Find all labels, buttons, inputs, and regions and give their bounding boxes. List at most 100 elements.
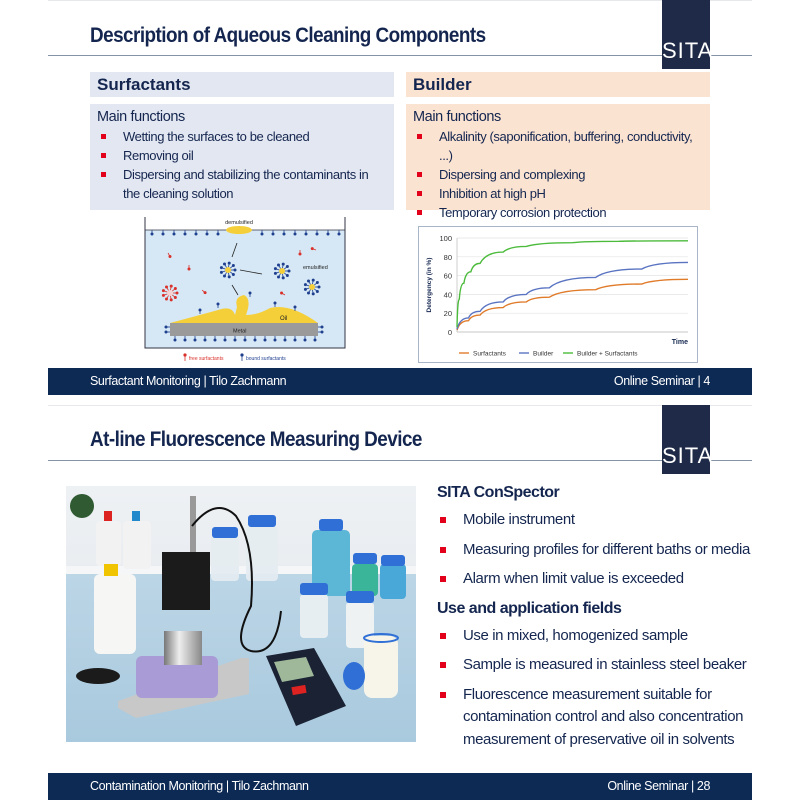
surfactant-head	[281, 262, 285, 266]
surfactant-head	[161, 293, 165, 297]
subheading: Main functions	[97, 109, 185, 125]
surfactant-head	[165, 285, 168, 289]
surfactant-head	[223, 338, 227, 342]
surfactant-head	[193, 338, 197, 342]
surfactant-head	[198, 308, 202, 312]
surfactant-head	[253, 338, 257, 342]
surfactant-head	[194, 232, 198, 236]
title-rule	[48, 460, 752, 461]
surfactant-head	[175, 291, 179, 295]
surfactant-head	[317, 285, 321, 289]
surfactant-molecules	[150, 230, 341, 342]
surfactant-head	[223, 274, 226, 278]
y-tick-label: 100	[439, 234, 452, 243]
surfactant-head	[281, 276, 285, 280]
surfactant-head	[303, 283, 307, 287]
surfactant-head	[183, 338, 187, 342]
surfactant-head	[216, 232, 220, 236]
surfactant-head	[231, 264, 235, 268]
bullet-item: Use in mixed, homogenized sample	[437, 625, 757, 648]
surfactant-head	[231, 272, 235, 276]
surfactant-head	[223, 262, 226, 266]
surfactant-head	[307, 291, 310, 295]
sita-logo: SITA	[662, 0, 712, 69]
x-axis-label: Time	[672, 339, 688, 346]
subheading: Main functions	[413, 109, 501, 125]
bullet-item: Alarm when limit value is exceeded	[437, 568, 757, 591]
surfactant-head	[260, 232, 264, 236]
surfactant-head	[280, 291, 284, 295]
bullet-item: Dispersing and complexing	[413, 165, 703, 184]
slide-footer: Surfactant Monitoring | Tilo Zachmann On…	[48, 368, 752, 395]
surfactant-head	[233, 338, 237, 342]
surfactant-diagram: demulsified emulsified Oil Metal free su…	[144, 217, 346, 362]
section-heading: SITA ConSpector	[437, 484, 560, 501]
footer-left: Surfactant Monitoring | Tilo Zachmann	[90, 374, 287, 388]
surfactant-head	[293, 338, 297, 342]
surfactant-head	[168, 254, 172, 258]
surfactant-head	[243, 338, 247, 342]
surfactant-head	[219, 270, 223, 274]
bullet-item: Temporary corrosion protection	[413, 203, 703, 222]
surfactant-head	[304, 232, 308, 236]
surfactants-heading: Surfactants	[90, 72, 394, 97]
surfactant-head	[150, 232, 154, 236]
surfactant-head	[164, 330, 168, 334]
tank-wall	[144, 217, 346, 349]
surfactant-head	[282, 232, 286, 236]
legend-bound-surfactants: bound surfactants	[246, 356, 286, 362]
surfactant-head	[203, 338, 207, 342]
bullet-item: Alkalinity (saponification, buffering, c…	[413, 127, 703, 165]
surfactant-head	[311, 278, 315, 282]
footer-right: Online Seminar | 28	[607, 779, 710, 793]
surfactant-head	[273, 338, 277, 342]
surfactant-head	[273, 267, 277, 271]
section-heading: Use and application fields	[437, 599, 622, 617]
bullet-item: Inhibition at high pH	[413, 184, 703, 203]
legend-label: Surfactants	[473, 351, 507, 358]
surfactant-head	[203, 291, 207, 295]
title-rule	[48, 55, 752, 56]
surfactant-head	[161, 232, 165, 236]
surfactant-head	[271, 232, 275, 236]
surfactant-head	[315, 232, 319, 236]
surfactant-head	[315, 281, 319, 285]
arrows	[231, 242, 263, 296]
label-metal: Metal	[233, 329, 246, 335]
surfactant-head	[248, 291, 252, 295]
surfactant-head	[303, 338, 307, 342]
slide-footer: Contamination Monitoring | Tilo Zachmann…	[48, 773, 752, 800]
sita-logo: SITA	[662, 405, 712, 474]
oil-layer	[170, 295, 318, 323]
surfactant-head	[285, 273, 289, 277]
y-tick-label: 0	[448, 328, 452, 337]
surfactant-head	[283, 338, 287, 342]
slide-title: Description of Aqueous Cleaning Componen…	[90, 24, 486, 47]
y-tick-label: 60	[444, 272, 452, 281]
surfactant-head	[313, 338, 317, 342]
surfactant-head	[205, 232, 209, 236]
y-axis-label: Detergency (in %)	[426, 258, 433, 313]
surfactant-head	[273, 301, 277, 305]
micelle	[225, 267, 231, 273]
bullet-item: Dispersing and stabilizing the contamina…	[97, 165, 387, 203]
metal-plate	[170, 323, 318, 336]
slide-top-border	[48, 405, 752, 406]
surfactant-head	[311, 292, 315, 296]
surfactant-head	[169, 298, 173, 302]
surfactant-head	[172, 232, 176, 236]
slide-title: At-line Fluorescence Measuring Device	[90, 428, 422, 451]
surfactant-head	[293, 232, 297, 236]
surfactant-head	[326, 232, 330, 236]
surfactant-head	[277, 263, 280, 267]
surfactant-head	[233, 268, 237, 272]
surfactant-head	[173, 338, 177, 342]
surfactant-head	[310, 247, 314, 251]
footer-left: Contamination Monitoring | Tilo Zachmann	[90, 779, 309, 793]
detergency-chart: 0 20 40 60 80 100 Detergency (in %) Time Surfact…	[418, 226, 698, 363]
slide-top-border	[48, 0, 752, 1]
surfactant-head	[315, 289, 319, 293]
series-line-surfactants	[456, 278, 689, 331]
bullet-item: Measuring profiles for different baths o…	[437, 539, 757, 562]
micelle	[309, 284, 315, 290]
